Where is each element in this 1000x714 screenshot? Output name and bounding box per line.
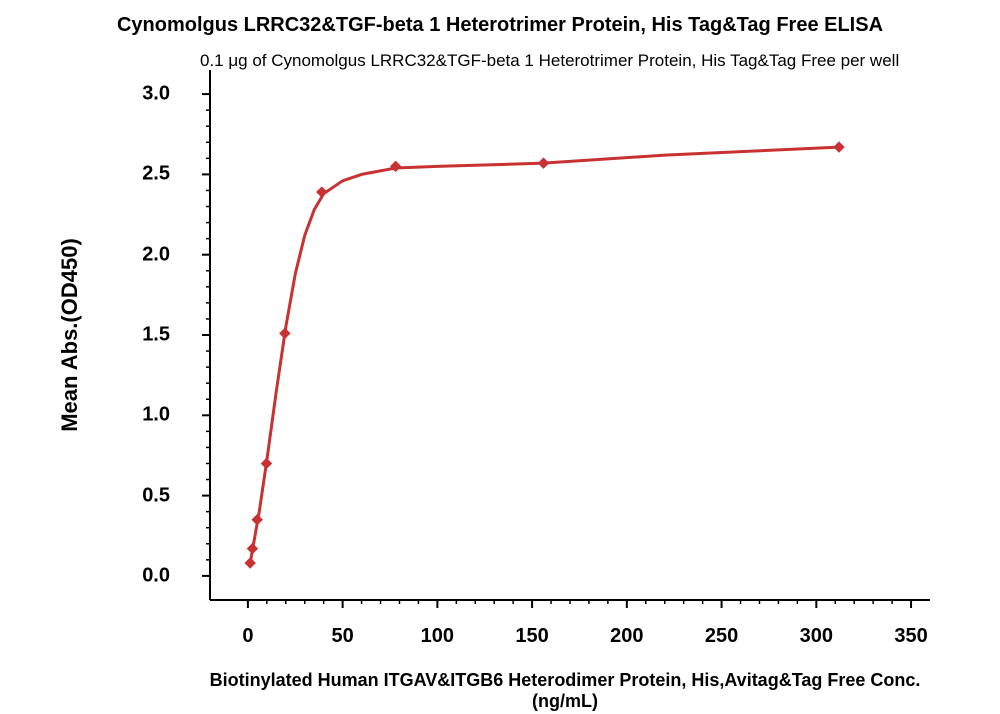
- x-tick-label: 200: [610, 625, 643, 648]
- x-tick-label: 300: [800, 625, 833, 648]
- plot-svg: [180, 60, 950, 610]
- data-marker: [252, 515, 262, 525]
- y-tick-label: 2.0: [142, 243, 170, 266]
- chart-container: Cynomolgus LRRC32&TGF-beta 1 Heterotrime…: [0, 0, 1000, 714]
- data-marker: [834, 142, 844, 152]
- y-tick-label: 0.5: [142, 484, 170, 507]
- x-tick-label: 100: [421, 625, 454, 648]
- data-marker: [538, 158, 548, 168]
- y-axis-label: Mean Abs.(OD450): [57, 238, 83, 432]
- x-tick-label: 150: [515, 625, 548, 648]
- x-tick-label: 350: [894, 625, 927, 648]
- data-marker: [317, 187, 327, 197]
- data-marker: [247, 544, 257, 554]
- x-tick-label: 250: [705, 625, 738, 648]
- data-marker: [261, 458, 271, 468]
- x-tick-label: 0: [242, 625, 253, 648]
- y-tick-label: 0.0: [142, 564, 170, 587]
- y-tick-label: 1.0: [142, 404, 170, 427]
- y-tick-label: 3.0: [142, 83, 170, 106]
- x-axis-label: Biotinylated Human ITGAV&ITGB6 Heterodim…: [180, 670, 950, 712]
- chart-title: Cynomolgus LRRC32&TGF-beta 1 Heterotrime…: [0, 14, 1000, 37]
- data-marker: [245, 558, 255, 568]
- data-marker: [280, 328, 290, 338]
- y-tick-label: 1.5: [142, 324, 170, 347]
- x-tick-label: 50: [332, 625, 354, 648]
- y-tick-label: 2.5: [142, 163, 170, 186]
